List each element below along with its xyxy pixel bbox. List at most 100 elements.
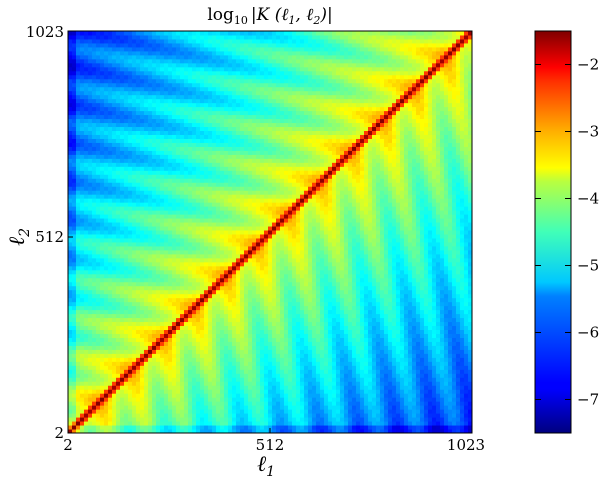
heatmap-cell xyxy=(156,329,161,334)
heatmap-cell xyxy=(124,373,129,378)
heatmap-cell xyxy=(72,86,77,92)
heatmap-cell xyxy=(264,361,269,366)
heatmap-cell xyxy=(116,154,121,159)
heatmap-cell xyxy=(140,42,145,48)
heatmap-cell xyxy=(136,377,141,382)
heatmap-cell xyxy=(184,178,189,183)
heatmap-cell xyxy=(224,345,229,350)
heatmap-cell xyxy=(180,373,185,378)
heatmap-cell xyxy=(68,166,73,171)
heatmap-cell xyxy=(148,166,153,171)
heatmap-cell xyxy=(260,206,265,211)
heatmap-cell xyxy=(180,142,185,147)
heatmap-cell xyxy=(200,230,205,235)
heatmap-cell xyxy=(168,46,173,52)
heatmap-cell xyxy=(196,281,201,287)
heatmap-cell xyxy=(220,425,225,430)
heatmap-cell xyxy=(228,74,233,80)
heatmap-cell xyxy=(144,138,149,143)
heatmap-cell xyxy=(144,158,149,163)
heatmap-cell xyxy=(76,237,81,243)
heatmap-cell xyxy=(196,214,201,219)
heatmap-cell xyxy=(76,210,81,215)
heatmap-cell xyxy=(124,58,129,64)
heatmap-cell xyxy=(104,194,109,199)
heatmap-cell xyxy=(88,86,93,92)
heatmap-cell xyxy=(112,301,117,307)
heatmap-cell xyxy=(228,249,233,255)
heatmap-cell xyxy=(220,170,225,175)
heatmap-cell xyxy=(180,265,185,271)
heatmap-cell xyxy=(252,122,257,128)
heatmap-cell xyxy=(112,210,117,215)
heatmap-cell xyxy=(84,353,89,358)
heatmap-cell xyxy=(120,273,125,279)
heatmap-cell xyxy=(84,405,89,410)
heatmap-cell xyxy=(204,154,209,159)
heatmap-cell xyxy=(132,226,137,231)
heatmap-cell xyxy=(192,126,197,131)
heatmap-cell xyxy=(208,377,213,382)
heatmap-cell xyxy=(96,249,101,255)
heatmap-cell xyxy=(196,154,201,159)
heatmap-cell xyxy=(152,369,157,374)
heatmap-cell xyxy=(244,170,249,175)
heatmap-cell xyxy=(116,82,121,88)
heatmap-cell xyxy=(172,345,177,350)
heatmap-cell xyxy=(152,190,157,195)
heatmap-cell xyxy=(84,245,89,251)
heatmap-cell xyxy=(96,58,101,64)
heatmap-cell xyxy=(196,186,201,191)
heatmap-cell xyxy=(76,317,81,323)
heatmap-cell xyxy=(128,134,133,139)
heatmap-cell xyxy=(260,257,265,263)
heatmap-cell xyxy=(132,130,137,135)
heatmap-cell xyxy=(188,98,193,104)
heatmap-cell xyxy=(132,98,137,104)
heatmap-cell xyxy=(240,325,245,331)
heatmap-cell xyxy=(152,341,157,346)
heatmap-cell xyxy=(204,42,209,48)
heatmap-cell xyxy=(72,301,77,307)
heatmap-cell xyxy=(164,230,169,235)
heatmap-cell xyxy=(80,150,85,155)
heatmap-cell xyxy=(180,405,185,410)
heatmap-cell xyxy=(216,385,221,390)
heatmap-cell xyxy=(200,110,205,116)
heatmap-cell xyxy=(236,230,241,235)
heatmap-cell xyxy=(176,162,181,167)
heatmap-cell xyxy=(260,54,265,60)
heatmap-cell xyxy=(72,98,77,104)
heatmap-cell xyxy=(148,78,153,84)
heatmap-cell xyxy=(104,154,109,159)
heatmap-cell xyxy=(252,381,257,386)
heatmap-cell xyxy=(108,313,113,319)
heatmap-cell xyxy=(112,42,117,48)
heatmap-cell xyxy=(220,186,225,191)
heatmap-cell xyxy=(176,385,181,390)
heatmap-cell xyxy=(220,194,225,199)
heatmap-cell xyxy=(80,409,85,414)
heatmap-cell xyxy=(104,249,109,255)
heatmap-cell xyxy=(244,345,249,350)
heatmap-cell xyxy=(252,301,257,307)
heatmap-cell xyxy=(196,349,201,354)
heatmap-cell xyxy=(224,178,229,183)
heatmap-cell xyxy=(248,337,253,342)
heatmap-cell xyxy=(88,178,93,183)
heatmap-cell xyxy=(216,289,221,295)
heatmap-cell xyxy=(212,301,217,307)
heatmap-cell xyxy=(184,245,189,251)
heatmap-cell xyxy=(124,245,129,251)
heatmap-cell xyxy=(264,393,269,398)
heatmap-cell xyxy=(224,253,229,259)
heatmap-cell xyxy=(256,106,261,112)
heatmap-cell xyxy=(168,265,173,271)
heatmap-cell xyxy=(200,158,205,163)
heatmap-cell xyxy=(108,202,113,207)
heatmap-cell xyxy=(252,329,257,334)
heatmap-cell xyxy=(156,361,161,366)
heatmap-cell xyxy=(160,245,165,251)
heatmap-cell xyxy=(204,281,209,287)
heatmap-cell xyxy=(84,301,89,307)
